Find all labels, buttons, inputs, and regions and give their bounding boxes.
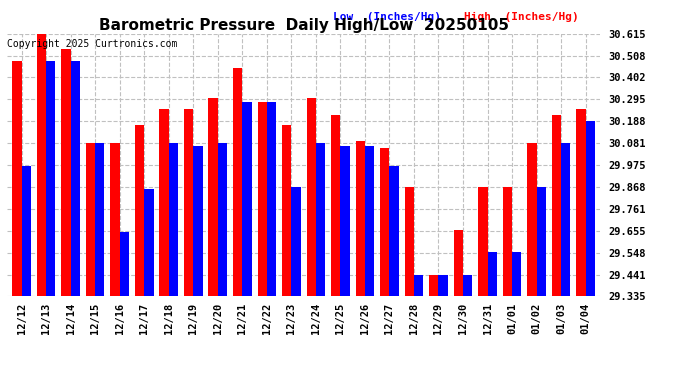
Bar (95, 144, 104, 296)
Bar (488, 252, 497, 296)
Bar (429, 275, 438, 296)
Text: Low  (Inches/Hg): Low (Inches/Hg) (333, 12, 442, 22)
Bar (576, 109, 586, 296)
Bar (291, 186, 301, 296)
Bar (478, 186, 488, 296)
Bar (561, 144, 571, 296)
Bar (46, 62, 55, 296)
Bar (306, 98, 316, 296)
Bar (355, 141, 365, 296)
Bar (316, 144, 325, 296)
Bar (21, 166, 31, 296)
Bar (110, 144, 119, 296)
Text: High  (Inches/Hg): High (Inches/Hg) (464, 12, 579, 22)
Bar (144, 189, 154, 296)
Bar (218, 144, 227, 296)
Bar (169, 144, 178, 296)
Bar (438, 275, 448, 296)
Bar (184, 109, 193, 296)
Bar (37, 33, 46, 296)
Bar (586, 121, 595, 296)
Bar (86, 144, 95, 296)
Bar (267, 102, 276, 296)
Bar (70, 62, 80, 296)
Bar (503, 186, 512, 296)
Bar (159, 109, 169, 296)
Bar (193, 146, 203, 296)
Title: Barometric Pressure  Daily High/Low  20250105: Barometric Pressure Daily High/Low 20250… (99, 18, 509, 33)
Bar (537, 186, 546, 296)
Bar (282, 125, 291, 296)
Bar (552, 115, 561, 296)
Bar (389, 166, 399, 296)
Bar (208, 98, 218, 296)
Bar (380, 148, 389, 296)
Text: Copyright 2025 Curtronics.com: Copyright 2025 Curtronics.com (7, 39, 177, 50)
Bar (135, 125, 144, 296)
Bar (512, 252, 522, 296)
Bar (257, 102, 267, 296)
Bar (527, 144, 537, 296)
Bar (61, 49, 70, 296)
Bar (233, 68, 242, 296)
Bar (404, 186, 414, 296)
Bar (331, 115, 340, 296)
Bar (463, 275, 472, 296)
Bar (242, 102, 252, 296)
Bar (12, 62, 21, 296)
Bar (453, 230, 463, 296)
Bar (414, 275, 423, 296)
Bar (119, 232, 129, 296)
Bar (365, 146, 374, 296)
Bar (340, 146, 350, 296)
